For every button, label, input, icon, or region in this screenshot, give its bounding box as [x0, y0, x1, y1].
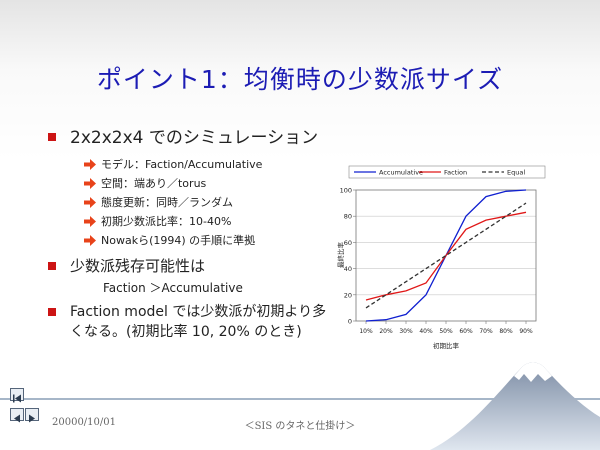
footer-date: 20000/10/01	[52, 417, 116, 428]
arrow-right-icon	[84, 216, 96, 227]
sub-bullet-text: 態度更新：同時／ランダム	[101, 196, 233, 209]
series-line-equal	[365, 202, 527, 309]
arrow-right-icon	[84, 197, 96, 208]
legend-label: Equal	[507, 169, 525, 177]
x-tick-label: 60%	[459, 328, 473, 335]
sub-bullet-text: 空間：端あり／torus	[101, 177, 207, 190]
y-tick-label: 80	[344, 213, 352, 221]
square-bullet-icon	[48, 133, 56, 141]
slide-title: ポイント1：均衡時の少数派サイズ	[96, 65, 504, 94]
arrow-right-icon	[84, 235, 96, 246]
sub-bullet-model: モデル：Faction/Accumulative	[84, 155, 333, 174]
y-axis-ticks: 0 20 40 60 80 100	[340, 187, 356, 326]
sub-bullet-text: モデル：Faction/Accumulative	[101, 158, 263, 171]
next-slide-icon	[29, 414, 35, 423]
first-slide-button[interactable]	[10, 388, 24, 403]
y-tick-label: 0	[348, 318, 352, 326]
x-tick-label: 30%	[399, 328, 413, 335]
square-bullet-icon	[48, 308, 56, 316]
x-tick-label: 10%	[359, 328, 373, 335]
bullet-text: 2x2x2x4 でのシミュレーション	[70, 128, 319, 148]
y-axis-label: 最終比率	[336, 242, 345, 269]
y-tick-label: 100	[340, 187, 352, 195]
square-bullet-icon	[48, 262, 56, 270]
sub-bullet-space: 空間：端あり／torus	[84, 174, 333, 193]
sub-bullet-nowak: Nowakら(1994) の手順に準拠	[84, 231, 333, 250]
legend-box	[348, 165, 546, 179]
first-slide-icon	[13, 394, 21, 403]
x-tick-label: 80%	[499, 328, 513, 335]
sub-bullet-text: 初期少数派比率：10-40%	[101, 215, 232, 228]
bullet-list: 2x2x2x4 でのシミュレーション モデル：Faction/Accumulat…	[48, 126, 333, 342]
x-axis-label: 初期比率	[433, 341, 460, 350]
chart-series	[365, 189, 527, 322]
x-tick-label: 90%	[519, 328, 533, 335]
bullet-survival: 少数派残存可能性は	[48, 256, 333, 277]
x-tick-label: 40%	[419, 328, 433, 335]
footer-center: ＜SIS のタネと仕掛け＞	[244, 421, 356, 432]
mount-fuji-icon	[430, 362, 600, 450]
x-tick-label: 50%	[439, 328, 453, 335]
prev-slide-icon	[14, 414, 20, 423]
bullet-note: Faction ＞Accumulative	[103, 281, 243, 295]
series-line-faction	[365, 211, 527, 301]
y-tick-label: 60	[344, 239, 352, 247]
footer-divider	[0, 398, 600, 400]
legend-label: Accumulative	[379, 169, 423, 177]
bullet-simulation: 2x2x2x4 でのシミュレーション	[48, 126, 333, 151]
y-tick-label: 40	[344, 265, 352, 273]
arrow-right-icon	[84, 159, 96, 170]
sub-bullet-ratio: 初期少数派比率：10-40%	[84, 212, 333, 231]
y-tick-label: 20	[344, 291, 352, 299]
x-tick-label: 70%	[479, 328, 493, 335]
next-slide-button[interactable]	[25, 408, 39, 423]
sub-bullet-update: 態度更新：同時／ランダム	[84, 193, 333, 212]
bullet-text: 少数派残存可能性は	[70, 257, 206, 275]
line-chart: 0 20 40 60 80 100 10% 20% 30% 40% 50% 60% 70% 80% 90%…	[336, 165, 546, 350]
x-tick-label: 20%	[379, 328, 393, 335]
legend-label: Faction	[444, 169, 467, 177]
arrow-right-icon	[84, 178, 96, 189]
bullet-text: Faction model では少数派が初期より多くなる。(初期比率 10, 2…	[70, 304, 327, 340]
x-axis-ticks: 10% 20% 30% 40% 50% 60% 70% 80% 90%	[359, 321, 533, 335]
bullet-faction-model: Faction model では少数派が初期より多くなる。(初期比率 10, 2…	[48, 302, 333, 342]
sub-bullet-text: Nowakら(1994) の手順に準拠	[101, 234, 256, 247]
sub-bullet-list: モデル：Faction/Accumulative 空間：端あり／torus 態度…	[84, 155, 333, 250]
chart-legend: Accumulative Faction Equal	[348, 165, 546, 179]
prev-slide-button[interactable]	[10, 408, 24, 423]
